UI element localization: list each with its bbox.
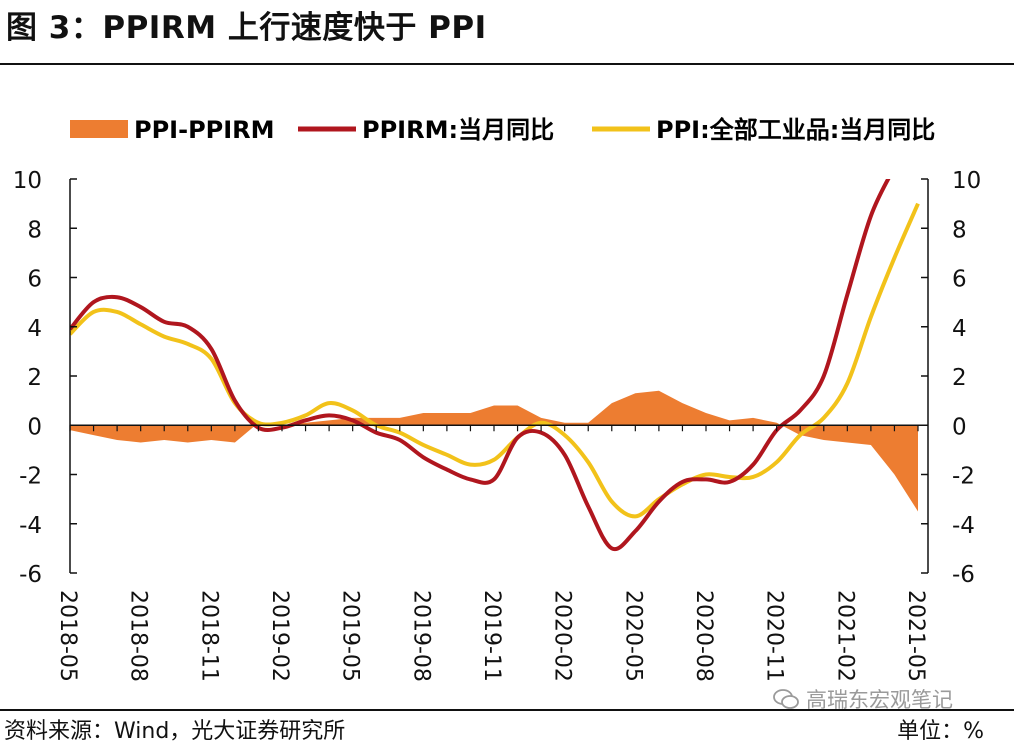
legend-label-ppirm: PPIRM:当月同比 (362, 116, 554, 144)
y-tick-label-left: -2 (19, 464, 42, 490)
y-tick-label-left: -6 (19, 562, 42, 588)
series-area-ppi-ppirm (70, 390, 918, 512)
y-tick-label-right: -2 (952, 464, 975, 490)
y-tick-label-left: 6 (27, 267, 42, 293)
y-tick-label-right: 4 (952, 316, 967, 342)
source-note: 资料来源：Wind，光大证券研究所 (4, 719, 346, 744)
x-tick-label: 2020-02 (550, 590, 575, 682)
plot-area (70, 179, 920, 552)
y-tick-label-right: 2 (952, 365, 967, 391)
y-tick-label-right: -4 (952, 513, 975, 539)
x-tick-label: 2020-08 (691, 590, 716, 682)
x-tick-label: 2018-11 (196, 590, 221, 682)
wechat-icon (773, 689, 799, 709)
footer-divider (0, 709, 1014, 711)
x-tick-label: 2018-08 (126, 590, 151, 682)
series-line-ppi (70, 202, 920, 519)
y-tick-label-left: -4 (19, 513, 42, 539)
chart-title: 图 3：PPIRM 上行速度快于 PPI (6, 10, 487, 46)
y-tick-label-left: 2 (27, 365, 42, 391)
x-tick-label: 2020-11 (762, 590, 787, 682)
y-tick-label-right: 10 (952, 168, 981, 194)
x-tick-label: 2018-05 (55, 590, 80, 682)
title-divider (0, 63, 1014, 65)
y-tick-label-right: 8 (952, 217, 967, 243)
unit-note: 单位：% (897, 719, 984, 744)
y-tick-label-left: 10 (13, 168, 42, 194)
axes: 10 10 8 8 6 6 4 4 2 2 0 0 -2 -2 -4 -4 -6 -6 2018-05 2018-08… (13, 168, 982, 682)
x-tick-label: 2019-05 (338, 590, 363, 682)
legend-label-ppi: PPI:全部工业品:当月同比 (656, 116, 935, 144)
x-tick-label: 2021-02 (832, 590, 857, 682)
y-tick-label-right: 6 (952, 267, 967, 293)
watermark-text: 高瑞东宏观笔记 (806, 688, 953, 712)
legend-swatch-area (70, 120, 128, 138)
x-tick-label: 2019-02 (267, 590, 292, 682)
legend-label-area: PPI-PPIRM (134, 116, 275, 144)
x-tick-label: 2021-05 (903, 590, 928, 682)
x-tick-label: 2020-05 (620, 590, 645, 682)
y-tick-label-right: 0 (952, 414, 967, 440)
legend: PPI-PPIRM PPIRM:当月同比 PPI:全部工业品:当月同比 (70, 116, 935, 144)
x-tick-label: 2019-11 (479, 590, 504, 682)
y-tick-label-left: 4 (27, 316, 42, 342)
watermark: 高瑞东宏观笔记 (772, 684, 953, 714)
y-tick-label-right: -6 (952, 562, 975, 588)
series-line-ppirm (70, 179, 891, 552)
y-tick-label-left: 8 (27, 217, 42, 243)
x-tick-label: 2019-08 (408, 590, 433, 682)
y-tick-label-left: 0 (27, 414, 42, 440)
